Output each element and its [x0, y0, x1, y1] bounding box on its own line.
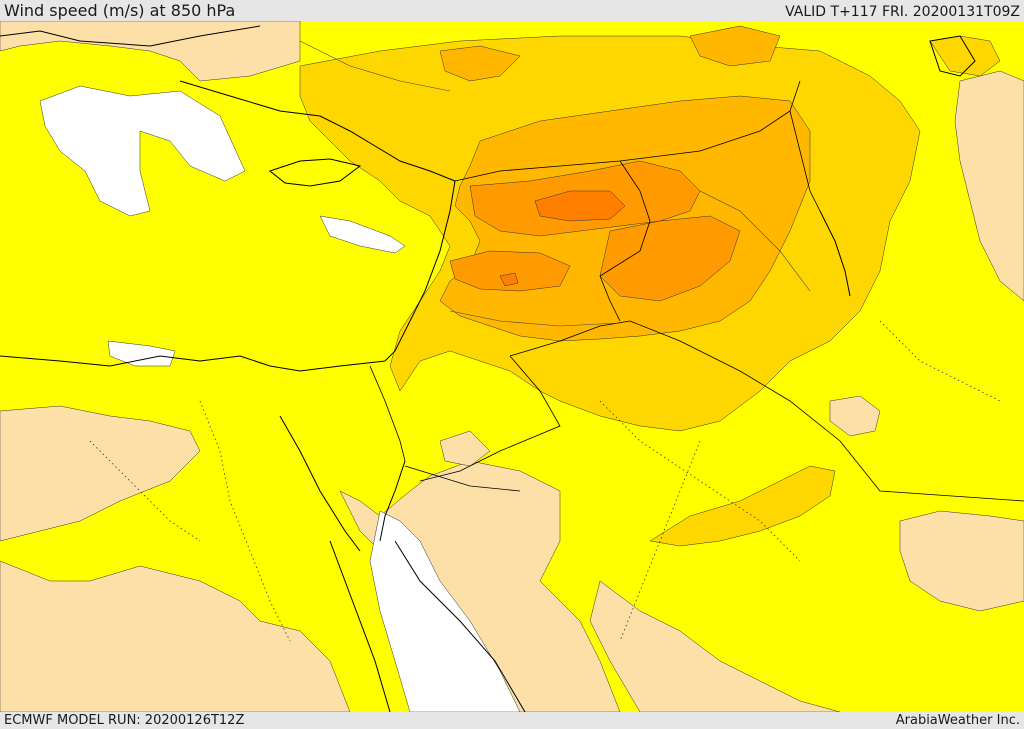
gale-wind-core [534, 190, 626, 222]
gale-wind-spot [499, 272, 519, 287]
strong-wind-northeast [689, 25, 781, 67]
light-wind-egypt-south [0, 560, 351, 712]
province-boundary-3 [879, 320, 1001, 402]
valid-time: VALID T+117 FRI. 20200131T09Z [785, 4, 1020, 20]
light-wind-areas [0, 21, 1024, 712]
coast-cyprus [268, 158, 362, 187]
map-footer: ECMWF MODEL RUN: 20200126T12Z ArabiaWeat… [0, 712, 1024, 729]
coast-red-sea-east [394, 540, 526, 712]
gale-wind-areas [499, 190, 626, 287]
light-wind-blob-1 [829, 395, 881, 437]
credit-label: ArabiaWeather Inc. [895, 713, 1020, 728]
coast-gulf-of-suez [279, 415, 361, 552]
border-line-icon [369, 80, 1024, 502]
light-wind-blob-2 [439, 430, 491, 467]
coast-persian-gulf [819, 210, 851, 297]
border-egypt-israel [369, 365, 406, 462]
border-jordan-iraq [599, 275, 621, 322]
light-wind-iran-east [954, 70, 1024, 302]
border-iraq-saudi [509, 320, 1024, 502]
coast-red-sea-west [329, 540, 391, 712]
coastline-icon [0, 25, 976, 712]
light-wind-saudi-east [589, 580, 841, 712]
fresh-wind-saudi [649, 465, 836, 547]
coast-egypt-north [0, 355, 386, 372]
province-boundary-1 [199, 400, 291, 642]
coast-levant [384, 180, 456, 362]
very-strong-wind-south [599, 215, 741, 302]
very-strong-wind-west [449, 250, 571, 292]
coast-black-sea [0, 25, 261, 47]
border-turkey-syria [454, 80, 801, 182]
border-egypt-saudi [404, 465, 521, 492]
coast-caspian [929, 35, 976, 77]
map-canvas [0, 21, 1024, 712]
contour-3 [449, 310, 621, 327]
coast-turkey-south [179, 80, 456, 182]
province-boundary-5 [89, 440, 201, 542]
contour-line-icon [299, 40, 811, 327]
light-wind-anatolia [0, 21, 301, 82]
contour-1 [299, 40, 451, 92]
wind-speed-map [0, 21, 1024, 712]
coast-gulf-of-aqaba [379, 460, 406, 542]
map-title: Wind speed (m/s) at 850 hPa [4, 1, 236, 20]
border-jordan-saudi [419, 355, 561, 482]
model-run-label: ECMWF MODEL RUN: 20200126T12Z [4, 713, 245, 728]
strong-wind-north [439, 45, 521, 82]
calm-nile-delta [107, 340, 176, 367]
calm-aegean [39, 85, 246, 217]
calm-levantine-sea [319, 215, 406, 254]
province-boundaries [89, 320, 1001, 642]
border-syria-iraq [599, 160, 651, 277]
map-header: Wind speed (m/s) at 850 hPa VALID T+117 … [0, 0, 1024, 21]
contour-2 [699, 190, 811, 292]
light-wind-north-africa-west [0, 405, 201, 542]
border-iran-iraq [789, 110, 821, 212]
light-wind-arabian-gulf [899, 510, 1024, 612]
